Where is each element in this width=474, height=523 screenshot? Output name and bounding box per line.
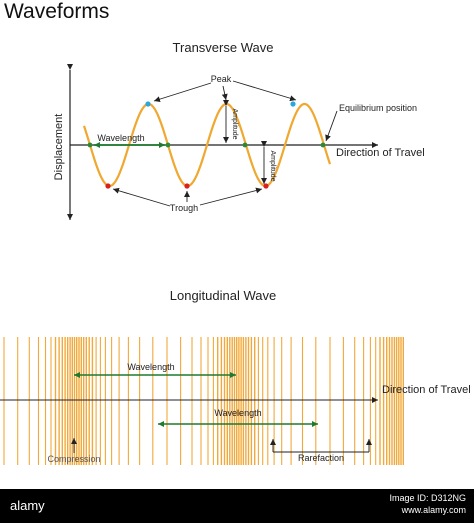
longitudinal-wavelength-label-top: Wavelength (127, 362, 174, 372)
longitudinal-wavelength-label-bottom: Wavelength (214, 408, 261, 418)
longitudinal-heading: Longitudinal Wave (170, 288, 276, 303)
peak-dot-1 (145, 101, 151, 107)
equilibrium-arrow (325, 110, 338, 142)
node-dot-3 (242, 142, 248, 148)
trough-arrow-left (112, 187, 171, 207)
peak-label: Peak (211, 74, 232, 84)
node-dot-4 (320, 142, 326, 148)
compression-label: Compression (47, 454, 100, 464)
peak-arrow-right (232, 80, 297, 102)
trough-arrow-right (199, 187, 263, 206)
transverse-wavelength-label: Wavelength (97, 133, 144, 143)
longitudinal-travel-label: Direction of Travel (382, 384, 471, 396)
watermark-url: www.alamy.com (401, 505, 466, 515)
peak-dot-3 (290, 101, 296, 107)
peak-arrow-left (153, 82, 212, 103)
travel-label: Direction of Travel (336, 147, 425, 159)
trough-label: Trough (170, 203, 198, 213)
displacement-label: Displacement (53, 114, 65, 181)
waveforms-figure: Waveforms Transverse Wave Displacement D… (0, 0, 471, 465)
page-title: Waveforms (4, 0, 109, 23)
watermark-bar: alamy Image ID: D312NG www.alamy.com (0, 489, 474, 523)
trough-dot-2 (184, 183, 190, 189)
equilibrium-label: Equilibrium position (339, 103, 417, 113)
transverse-wave-curve (82, 102, 332, 188)
watermark-image-id: Image ID: D312NG (389, 493, 466, 503)
watermark-logo: alamy (10, 498, 45, 513)
node-dot-2 (165, 142, 171, 148)
amplitude-label-down: Amplitude (269, 150, 276, 181)
longitudinal-lines (3, 337, 404, 465)
amplitude-label-up: Amplitude (231, 108, 238, 139)
transverse-heading: Transverse Wave (173, 40, 274, 55)
rarefaction-label: Rarefaction (298, 453, 344, 463)
peak-arrow-mid (221, 85, 228, 101)
trough-dot-3 (263, 183, 269, 189)
trough-dot-1 (105, 183, 111, 189)
watermark-info: Image ID: D312NG www.alamy.com (389, 492, 466, 516)
node-dot-1 (87, 142, 93, 148)
